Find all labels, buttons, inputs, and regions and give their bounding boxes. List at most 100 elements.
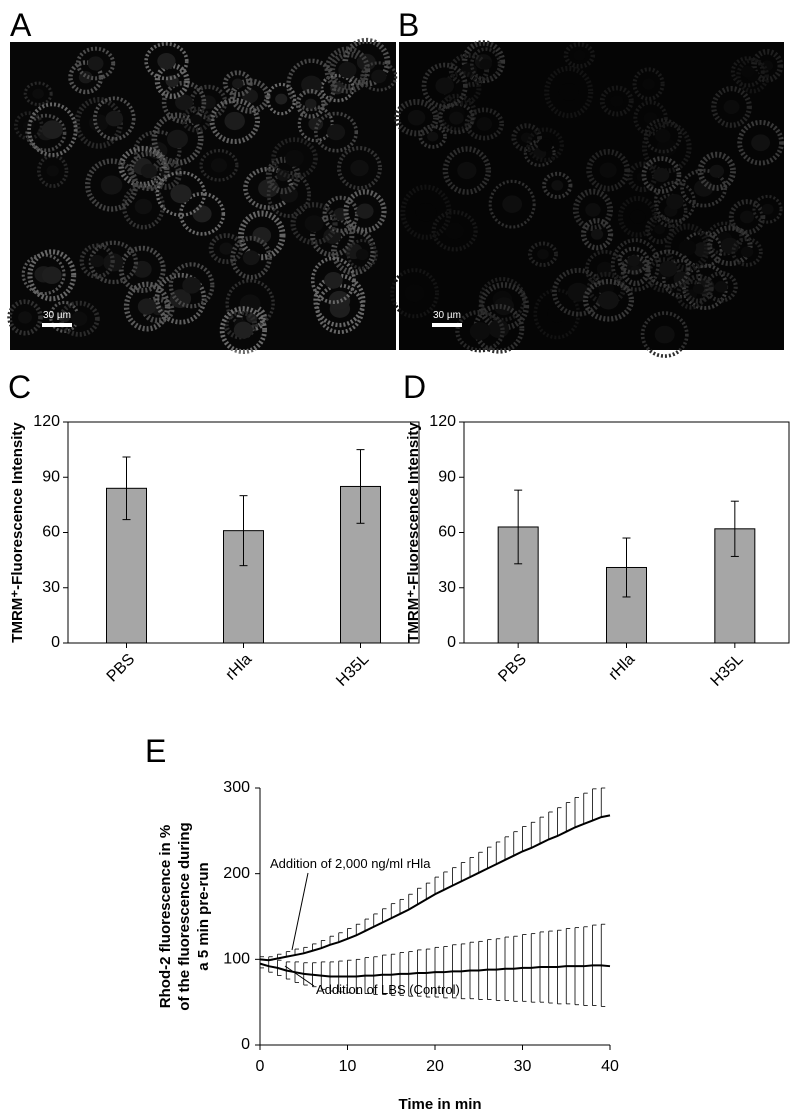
cell	[27, 102, 78, 157]
cell	[448, 53, 490, 88]
cell	[181, 106, 212, 133]
cell	[654, 193, 688, 228]
nucleus	[71, 311, 88, 327]
nucleus	[445, 222, 465, 240]
nucleus	[192, 205, 212, 223]
nucleus	[326, 124, 346, 141]
y-tick-label: 60	[42, 524, 60, 541]
nucleus	[232, 78, 244, 89]
nucleus	[751, 134, 771, 152]
cell	[697, 151, 736, 191]
nucleus	[167, 129, 188, 149]
nucleus	[537, 249, 549, 260]
cell	[168, 262, 215, 309]
cell	[265, 156, 301, 195]
nucleus	[537, 138, 553, 152]
y-tick-label: 200	[223, 865, 250, 882]
panel-letter: B	[398, 7, 419, 43]
cell	[431, 210, 478, 252]
cell	[199, 148, 239, 182]
nucleus	[599, 162, 617, 178]
nucleus	[210, 158, 228, 173]
cell	[346, 238, 378, 270]
nucleus	[219, 242, 234, 255]
y-axis-label: a 5 min pre-run	[195, 862, 212, 970]
nucleus	[709, 164, 725, 178]
cell	[544, 65, 594, 119]
cell	[632, 67, 665, 101]
scale-label: 30 µm	[43, 310, 71, 321]
nucleus	[328, 290, 351, 311]
micrograph	[390, 40, 784, 358]
y-axis-label: Rhod-2 fluorescence in %	[157, 825, 174, 1008]
nucleus	[655, 128, 671, 143]
y-axis-label: TMRM⁺-Fluorescence Intensity	[405, 422, 422, 643]
y-tick-label: 0	[241, 1036, 250, 1053]
nucleus	[659, 260, 678, 277]
nucleus	[41, 120, 63, 139]
cell	[599, 85, 634, 117]
cell	[88, 240, 139, 285]
cell	[336, 146, 383, 191]
x-tick-label: 0	[256, 1058, 265, 1075]
nucleus	[100, 175, 123, 195]
panel-letter: A	[10, 7, 32, 43]
nucleus	[551, 180, 564, 191]
y-tick-label: 90	[438, 468, 456, 485]
cell	[752, 194, 783, 224]
cell	[633, 100, 668, 136]
nucleus	[714, 281, 728, 293]
x-tick-label: 40	[601, 1058, 619, 1075]
cell	[7, 299, 43, 336]
nucleus	[246, 312, 258, 323]
scale-bar	[432, 323, 462, 327]
nucleus	[137, 298, 157, 315]
nucleus	[233, 321, 253, 339]
nucleus	[22, 120, 35, 131]
nucleus	[350, 159, 369, 177]
cell	[643, 118, 682, 154]
cell	[271, 137, 318, 180]
cell	[58, 300, 100, 337]
y-tick-label: 100	[223, 951, 250, 968]
cell	[455, 309, 505, 353]
cell	[464, 107, 505, 141]
nucleus	[371, 69, 387, 84]
cell	[400, 184, 452, 240]
nucleus	[488, 319, 510, 339]
cell	[523, 139, 556, 167]
nucleus	[558, 83, 579, 101]
cell	[155, 170, 207, 217]
leader-line	[284, 965, 315, 987]
x-tick-label: 20	[426, 1058, 444, 1075]
y-tick-label: 120	[429, 413, 456, 430]
nucleus	[520, 132, 533, 143]
nucleus	[169, 289, 192, 309]
nucleus	[629, 209, 646, 224]
nucleus	[18, 311, 32, 324]
cell	[563, 42, 596, 69]
cell	[662, 258, 702, 299]
nucleus	[666, 193, 684, 210]
nucleus	[170, 184, 192, 204]
cell	[27, 249, 77, 302]
cell	[266, 82, 297, 116]
nucleus	[89, 114, 109, 132]
nucleus	[90, 254, 105, 268]
nucleus	[653, 167, 670, 183]
nucleus	[610, 95, 624, 107]
cell	[653, 180, 696, 223]
nucleus	[654, 224, 666, 235]
y-tick-label: 300	[223, 779, 250, 796]
cell	[707, 225, 753, 267]
leader-line	[291, 872, 309, 951]
nucleus	[636, 171, 648, 182]
nucleus	[134, 198, 153, 215]
cell	[93, 96, 136, 141]
nucleus	[627, 255, 640, 267]
cell	[511, 123, 543, 153]
nucleus	[140, 163, 157, 179]
nucleus	[87, 56, 104, 71]
nucleus	[301, 75, 322, 95]
